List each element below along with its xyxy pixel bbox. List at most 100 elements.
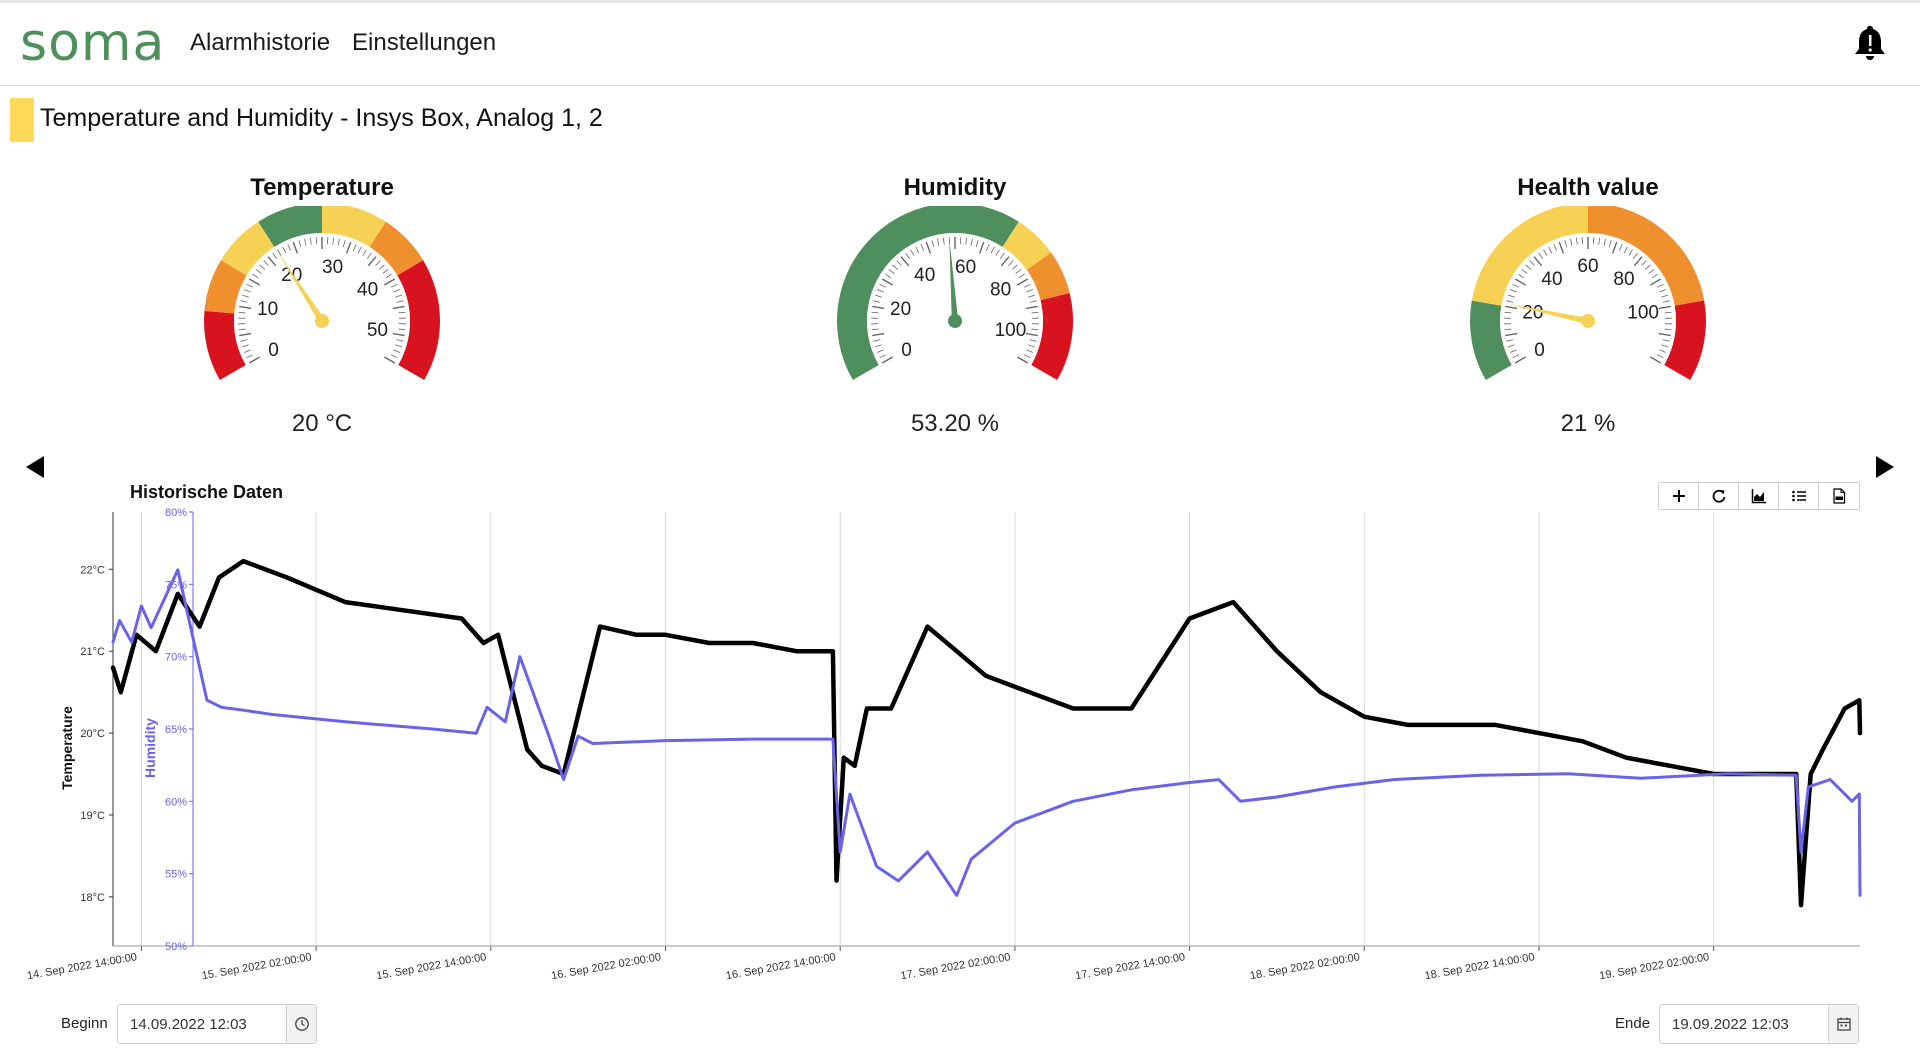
- next-arrow-icon[interactable]: [1876, 456, 1894, 478]
- gauge-band: [1031, 293, 1073, 380]
- gauge-tick: [1575, 237, 1578, 245]
- gauge-tick: [392, 332, 405, 337]
- gauge-tick: [937, 238, 940, 246]
- gauge-title: Health value: [1517, 174, 1659, 201]
- temperature-tick-label: 18°C: [80, 892, 105, 904]
- gauge-tick: [1657, 354, 1664, 359]
- gauge-tick: [1628, 249, 1633, 256]
- refresh-icon[interactable]: [1699, 483, 1739, 509]
- gauge-tick: [337, 238, 340, 246]
- gauge-tick: [872, 332, 885, 337]
- gauge-tick: [871, 328, 879, 331]
- gauge-tick: [1657, 283, 1664, 288]
- plus-icon[interactable]: [1659, 483, 1699, 509]
- logo[interactable]: soma: [20, 13, 166, 73]
- gauge-tick: [1029, 300, 1037, 303]
- begin-date-input[interactable]: [118, 1005, 286, 1043]
- calendar-icon[interactable]: [1828, 1005, 1858, 1043]
- gauge-tick: [1521, 268, 1528, 274]
- x-tick-label: 18. Sep 2022 14:00:00: [1424, 951, 1536, 982]
- gauge-tick: [1664, 311, 1672, 314]
- gauge-tick-label: 0: [901, 340, 912, 361]
- x-tick-label: 15. Sep 2022 02:00:00: [201, 951, 313, 982]
- gauge-tick: [881, 278, 893, 286]
- x-tick-label: 16. Sep 2022 02:00:00: [550, 951, 662, 982]
- gauge-tick: [1538, 252, 1544, 259]
- gauge-tick: [393, 349, 401, 353]
- gauge-tick: [248, 278, 260, 286]
- temperature-tick-label: 22°C: [80, 564, 105, 576]
- gauge-needle-hub: [948, 314, 962, 328]
- gauge-tick-label: 0: [268, 340, 279, 361]
- gauge-tick: [243, 349, 251, 353]
- gauge-tick: [1017, 278, 1029, 286]
- gauge-tick: [915, 246, 920, 254]
- bell-icon[interactable]: [1850, 23, 1890, 63]
- end-date-input[interactable]: [1660, 1005, 1828, 1043]
- gauge-tick-label: 40: [357, 280, 378, 301]
- humidity-axis-label: Humidity: [142, 718, 158, 778]
- navbar: soma Alarmhistorie Einstellungen: [0, 3, 1920, 86]
- gauge-tick: [1564, 240, 1568, 248]
- previous-arrow-icon[interactable]: [26, 456, 44, 478]
- gauge-tick: [910, 249, 915, 256]
- begin-date-field[interactable]: [117, 1004, 317, 1044]
- gauge-dial: 0 20 40 60 80 100: [1470, 206, 1706, 406]
- gauge-tick: [978, 241, 985, 254]
- gauge-tick: [238, 328, 246, 331]
- gauge-tick: [900, 256, 910, 267]
- gauge-tick: [975, 240, 979, 248]
- gauge-tick: [395, 294, 403, 298]
- gauge-tick: [1008, 260, 1014, 266]
- nav-alarmhistorie[interactable]: Alarmhistorie: [190, 29, 331, 56]
- x-tick-label: 18. Sep 2022 02:00:00: [1249, 951, 1361, 982]
- gauge-tick-label: 50: [367, 320, 388, 341]
- nav-einstellungen[interactable]: Einstellungen: [352, 29, 497, 56]
- gauge-title: Temperature: [250, 174, 394, 201]
- list-icon[interactable]: [1779, 483, 1819, 509]
- temperature-series-line: [110, 558, 1863, 908]
- gauge-tick: [985, 244, 990, 251]
- clock-icon[interactable]: [286, 1005, 316, 1043]
- gauge-tick: [246, 283, 253, 288]
- gauge-band: [220, 221, 275, 276]
- x-tick-label: 14. Sep 2022 14:00:00: [26, 951, 138, 982]
- top-accent-line: [0, 0, 1920, 3]
- humidity-series-line: [111, 568, 1862, 897]
- gauge-tick-label: 40: [914, 265, 935, 286]
- gauge-tick: [1648, 268, 1655, 274]
- gauge-tick: [375, 260, 381, 266]
- gauge-tick-label: 40: [1541, 269, 1562, 290]
- area-chart-icon[interactable]: [1739, 483, 1779, 509]
- gauge-band: [1002, 221, 1052, 270]
- gauge-title: Humidity: [903, 174, 1007, 201]
- gauge-band: [837, 206, 1019, 380]
- gauge-tick: [1553, 244, 1558, 251]
- gauge-tick: [881, 356, 893, 364]
- gauge-tick: [345, 241, 352, 254]
- gauge-tick: [246, 354, 253, 359]
- gauge-tick: [876, 289, 884, 293]
- gauge-tick: [384, 278, 396, 286]
- gauge-tick: [1029, 339, 1037, 342]
- humidity-gauge: Humidity 0 20 40 60 80 100 53.20 %: [795, 170, 1115, 440]
- csv-file-icon[interactable]: [1819, 483, 1859, 509]
- gauge-tick: [1018, 273, 1025, 279]
- gauge-tick: [931, 240, 935, 248]
- gauge-tick: [1659, 289, 1667, 293]
- gauge-tick: [1658, 305, 1671, 310]
- end-date-field[interactable]: [1659, 1004, 1859, 1044]
- gauge-tick: [990, 246, 995, 254]
- gauge-tick: [1518, 273, 1525, 279]
- gauge-tick: [1644, 264, 1651, 270]
- gauge-tick: [1509, 289, 1517, 293]
- gauge-tick: [357, 246, 362, 254]
- chart-title: Historische Daten: [130, 482, 284, 502]
- gauge-tick: [1506, 339, 1514, 342]
- gauge-tick: [304, 238, 307, 246]
- gauge-tick: [396, 300, 404, 303]
- gauge-tick: [396, 339, 404, 342]
- gauge-tick: [1031, 311, 1039, 314]
- gauge-tick: [391, 283, 398, 288]
- gauge-tick: [1000, 256, 1010, 267]
